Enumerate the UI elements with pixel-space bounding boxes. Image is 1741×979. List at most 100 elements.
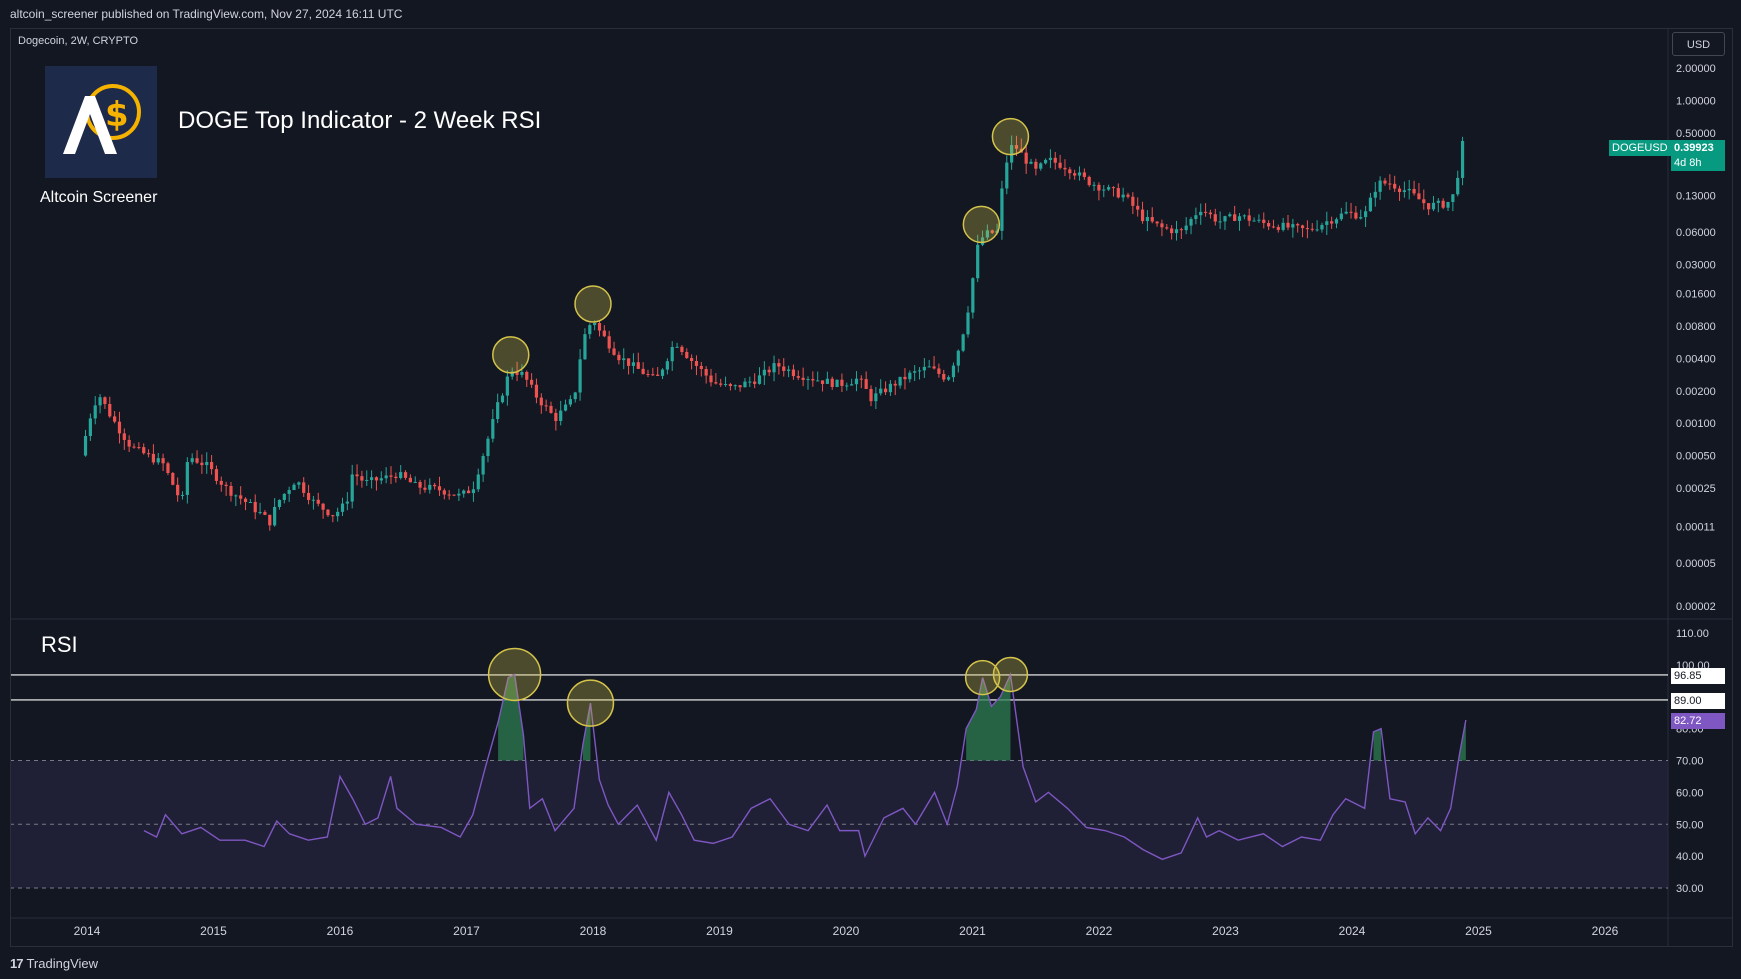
candle-body <box>786 369 791 371</box>
candle-body <box>311 499 316 501</box>
candle-body <box>680 346 684 353</box>
candle-body <box>757 375 762 384</box>
candle-body <box>723 384 728 386</box>
candle-body <box>704 369 708 376</box>
candle-body <box>1039 163 1043 169</box>
candle-body <box>864 379 868 389</box>
candle-body <box>1160 223 1164 228</box>
candle-body <box>122 433 126 440</box>
candle-body <box>816 380 820 382</box>
time-tick-label: 2022 <box>1086 924 1113 938</box>
candle-body <box>1397 188 1402 193</box>
candle-body <box>1029 161 1033 164</box>
rsi-current-value: 82.72 <box>1671 713 1725 729</box>
candle-body <box>1378 180 1382 192</box>
candle-body <box>1436 200 1440 203</box>
candle-body <box>447 494 451 496</box>
candle-body <box>374 477 379 481</box>
time-tick-label: 2019 <box>706 924 733 938</box>
candle-body <box>214 469 219 481</box>
candle-body <box>825 378 829 384</box>
candle-body <box>1233 214 1237 221</box>
candle-body <box>820 380 825 384</box>
candle-body <box>617 354 621 361</box>
candle-body <box>1107 187 1111 190</box>
candle-body <box>302 482 306 493</box>
candle-body <box>243 498 248 503</box>
candle-body <box>336 511 340 517</box>
candle-body <box>738 385 742 388</box>
countdown-tag: 4d 8h <box>1671 155 1725 171</box>
candle-body <box>151 453 156 463</box>
candle-body <box>869 388 873 402</box>
candle-body <box>578 359 582 393</box>
candle-body <box>195 458 199 463</box>
candle-body <box>913 371 917 373</box>
candle-body <box>1252 220 1256 222</box>
rsi-top-highlight <box>992 656 1029 693</box>
candle-body <box>113 416 117 422</box>
candle-body <box>287 490 291 494</box>
candle-body <box>331 515 335 517</box>
candle-body <box>316 499 320 504</box>
rsi-level-label-lower: 89.00 <box>1671 693 1725 709</box>
candle-body <box>1271 226 1276 228</box>
candle-body <box>369 477 374 480</box>
candles-group <box>83 135 1465 531</box>
symbol-info[interactable]: Dogecoin, 2W, CRYPTO <box>18 35 139 47</box>
candle-body <box>360 476 364 481</box>
candle-body <box>1126 194 1130 197</box>
candle-body <box>263 512 267 515</box>
rsi-level-label-upper: 96.85 <box>1671 668 1725 684</box>
last-price-tag: 0.39923 <box>1671 140 1725 156</box>
candle-body <box>176 484 180 496</box>
candle-body <box>908 372 912 380</box>
candle-body <box>340 503 345 512</box>
candle-body <box>607 336 611 349</box>
price-tick-label: 0.00005 <box>1676 558 1716 570</box>
candle-body <box>108 404 112 417</box>
candle-body <box>282 493 286 500</box>
time-tick-label: 2016 <box>327 924 354 938</box>
candle-body <box>297 482 301 485</box>
candle-body <box>1344 211 1348 214</box>
candle-body <box>1281 222 1285 230</box>
price-top-highlight <box>991 117 1030 156</box>
candle-body <box>161 458 165 464</box>
candle-body <box>1116 188 1120 198</box>
candle-body <box>743 381 747 388</box>
candle-body <box>156 458 160 463</box>
candle-body <box>956 350 960 366</box>
candle-body <box>1412 188 1416 194</box>
candle-body <box>1407 188 1411 191</box>
candle-body <box>859 378 863 380</box>
rsi-top-highlight <box>487 647 542 702</box>
candle-body <box>452 494 456 496</box>
candle-body <box>209 461 214 470</box>
candle-body <box>520 371 524 375</box>
candle-body <box>486 438 490 457</box>
currency-button[interactable]: USD <box>1672 32 1725 56</box>
brand-name: Altcoin Screener <box>40 189 158 206</box>
candle-body <box>1121 194 1125 198</box>
candle-body <box>942 373 946 380</box>
candle-body <box>1267 223 1271 227</box>
candle-body <box>1063 167 1067 170</box>
rsi-top-highlight <box>964 659 1001 696</box>
rsi-tick-label: 70.00 <box>1676 756 1704 768</box>
candle-body <box>1242 215 1246 217</box>
candle-body <box>714 382 718 384</box>
candle-body <box>93 405 97 419</box>
candle-body <box>476 474 480 490</box>
candle-body <box>1417 193 1421 200</box>
tradingview-logo[interactable]: 17 TradingView <box>10 956 98 971</box>
candle-body <box>1203 211 1208 213</box>
candle-body <box>593 322 597 326</box>
candle-body <box>171 473 175 485</box>
candle-body <box>1247 215 1251 221</box>
rsi-overbought-fill <box>966 674 1011 761</box>
candle-body <box>694 361 699 366</box>
candle-body <box>1451 194 1455 202</box>
price-tick-label: 0.13000 <box>1676 191 1716 203</box>
